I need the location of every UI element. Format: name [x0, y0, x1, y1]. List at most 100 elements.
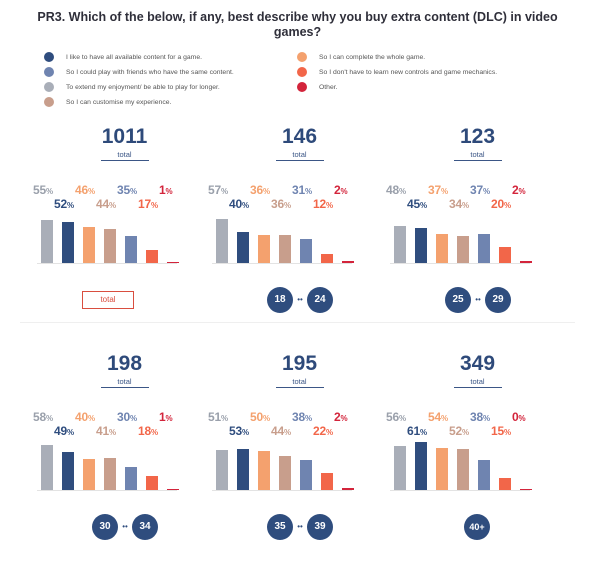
base-count: 349: [459, 352, 496, 375]
data-label: 35%: [117, 183, 137, 197]
page-title: PR3. Which of the below, if any, best de…: [37, 10, 558, 39]
base-count: 195: [281, 352, 318, 375]
data-label-value: 54: [428, 410, 441, 424]
base-label: total: [470, 377, 485, 386]
bar: [478, 460, 490, 490]
data-label-value: 44: [271, 424, 284, 438]
percent-sign: %: [482, 414, 490, 423]
percent-sign: %: [503, 201, 511, 210]
data-label-value: 37: [470, 183, 483, 197]
age-from-badge: 18: [267, 287, 293, 313]
age-from-badge: 30: [92, 514, 118, 540]
bar: [436, 447, 448, 490]
base-underline: [100, 387, 149, 388]
age-to-badge: 39: [307, 514, 333, 540]
percent-sign: %: [304, 414, 312, 423]
data-label: 37%: [470, 183, 490, 197]
data-label: 54%: [428, 410, 448, 424]
base-label: total: [117, 150, 132, 159]
range-dots: ••: [297, 295, 303, 304]
chart-panel-40+: 349 total 56% 61% 54% 52% 38% 15% 0% 40+: [386, 352, 565, 557]
data-label: 0%: [512, 410, 526, 424]
legend-label: To extend my enjoyment/ be able to play …: [66, 83, 220, 91]
percent-sign: %: [503, 428, 511, 437]
base-count: 123: [459, 125, 496, 148]
percent-sign: %: [129, 187, 137, 196]
legend-label: I like to have all available content for…: [66, 53, 203, 61]
data-label-value: 2: [512, 183, 519, 197]
range-dots: ••: [297, 522, 303, 531]
data-label-value: 49: [54, 424, 67, 438]
data-label: 50%: [250, 410, 270, 424]
legend-label: So I could play with friends who have th…: [66, 68, 234, 76]
bar: [83, 458, 95, 490]
percent-sign: %: [87, 414, 95, 423]
bar: [104, 458, 116, 490]
data-label-value: 18: [138, 424, 151, 438]
data-label: 15%: [491, 424, 511, 438]
x-axis-baseline: [390, 490, 530, 491]
percent-sign: %: [518, 414, 526, 423]
data-label-value: 53: [229, 424, 242, 438]
data-label: 57%: [208, 183, 228, 197]
data-label-value: 40: [75, 410, 88, 424]
bar: [342, 261, 354, 263]
data-label: 1%: [159, 183, 173, 197]
data-label: 56%: [386, 410, 406, 424]
chart-panel-25-29: 123 total 48% 45% 37% 34% 37% 20% 2% 25 •• 29: [386, 125, 565, 330]
bar: [300, 460, 312, 490]
percent-sign: %: [283, 428, 291, 437]
percent-sign: %: [461, 201, 469, 210]
data-label-value: 17: [138, 197, 151, 211]
bar: [457, 449, 469, 490]
data-label: 31%: [292, 183, 312, 197]
legend-item: So I can customise my experience.: [44, 97, 171, 107]
data-label: 46%: [75, 183, 95, 197]
data-label: 17%: [138, 197, 158, 211]
base-count: 146: [281, 125, 318, 148]
bar: [279, 455, 291, 490]
bar: [520, 489, 532, 490]
data-label-value: 2: [334, 183, 341, 197]
base-count: 198: [106, 352, 143, 375]
base-label: total: [470, 150, 485, 159]
legend-label: So I can customise my experience.: [66, 98, 172, 106]
data-label-value: 55: [33, 183, 46, 197]
percent-sign: %: [419, 428, 427, 437]
data-label-value: 50: [250, 410, 263, 424]
percent-sign: %: [398, 414, 406, 423]
percent-sign: %: [419, 201, 427, 210]
data-label: 58%: [33, 410, 53, 424]
x-axis-baseline: [37, 263, 177, 264]
data-label-value: 1: [159, 183, 166, 197]
bar: [457, 236, 469, 263]
chart-panel-35-39: 195 total 51% 53% 50% 44% 38% 22% 2% 35 •• 39: [208, 352, 387, 557]
bar: [146, 475, 158, 490]
bar: [41, 220, 53, 263]
percent-sign: %: [220, 187, 228, 196]
data-label-value: 52: [449, 424, 462, 438]
age-badge: 40+: [464, 514, 490, 540]
base-label: total: [292, 377, 307, 386]
total-segment-badge: total: [82, 291, 134, 309]
age-to-badge: 29: [485, 287, 511, 313]
data-label-value: 51: [208, 410, 221, 424]
bar: [321, 472, 333, 490]
data-label-value: 40: [229, 197, 242, 211]
range-dots: ••: [122, 522, 128, 531]
percent-sign: %: [165, 187, 173, 196]
data-label-value: 44: [96, 197, 109, 211]
percent-sign: %: [150, 201, 158, 210]
bar: [237, 231, 249, 263]
percent-sign: %: [440, 414, 448, 423]
bar: [237, 448, 249, 490]
data-label-value: 38: [292, 410, 305, 424]
percent-sign: %: [129, 414, 137, 423]
legend-item: So I don't have to learn new controls an…: [297, 67, 497, 77]
data-label: 52%: [54, 197, 74, 211]
data-label: 38%: [292, 410, 312, 424]
bar: [62, 451, 74, 490]
bar: [258, 451, 270, 490]
bar: [321, 253, 333, 263]
percent-sign: %: [461, 428, 469, 437]
